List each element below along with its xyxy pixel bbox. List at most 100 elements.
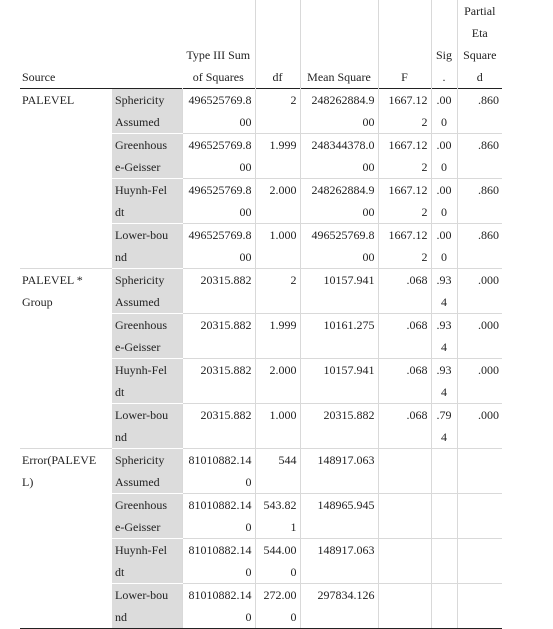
f-value-cell xyxy=(378,561,432,584)
source-label: Error(PALEVE xyxy=(20,448,112,471)
table-row: Lower-bou 81010882.14 272.00 297834.126 xyxy=(20,583,502,606)
anova-table: Source Type III Sum of Squares df Mean S… xyxy=(20,0,502,629)
source-empty xyxy=(20,583,112,606)
correction-label: nd xyxy=(112,246,183,269)
correction-label: Huynh-Fel xyxy=(112,538,183,561)
source-empty xyxy=(20,381,112,404)
partial-eta-squared-cell xyxy=(457,494,502,517)
df-cell: 1.999 xyxy=(255,313,301,336)
correction-label: e-Geisser xyxy=(112,156,183,179)
sig-cell xyxy=(431,448,458,471)
table-body: PALEVEL Sphericity 496525769.8 2 248262884.9… xyxy=(20,88,502,629)
mean-square-cell: 148917.063 xyxy=(300,538,379,561)
header-pes-line2: Eta xyxy=(471,26,488,40)
mean-square-cell: 00 xyxy=(300,201,379,224)
source-empty xyxy=(20,561,112,584)
sig-cell: 0 xyxy=(431,156,458,179)
header-ss-line1: Type III Sum xyxy=(186,48,251,62)
source-label: PALEVEL * xyxy=(20,268,112,291)
partial-eta-squared-cell xyxy=(457,381,502,404)
correction-label: e-Geisser xyxy=(112,516,183,539)
partial-eta-squared-cell: .000 xyxy=(478,408,499,422)
source-empty xyxy=(20,223,112,246)
correction-label: nd xyxy=(112,606,183,629)
correction-label: e-Geisser xyxy=(112,336,183,359)
df-cell xyxy=(255,201,301,224)
mean-square-cell: 20315.882 xyxy=(300,403,379,426)
partial-eta-squared-cell xyxy=(457,561,502,584)
source-empty xyxy=(20,493,112,516)
f-value-cell: .068 xyxy=(378,403,432,426)
sum-of-squares-cell: 00 xyxy=(182,246,256,269)
table-row: PALEVEL Sphericity 496525769.8 2 248262884.9… xyxy=(20,88,502,111)
f-value-cell xyxy=(378,538,432,561)
partial-eta-squared-cell xyxy=(457,291,502,314)
correction-label: Sphericity xyxy=(112,448,183,471)
mean-square-cell: 496525769.8 xyxy=(300,223,379,246)
df-cell xyxy=(255,426,301,449)
sum-of-squares-cell: 0 xyxy=(182,561,256,584)
sig-cell: .00 xyxy=(431,178,458,201)
df-cell: 543.82 xyxy=(255,493,301,516)
partial-eta-squared-cell xyxy=(457,246,502,269)
table-row: dt 00 00 2 0 xyxy=(20,201,502,224)
sum-of-squares-cell: 0 xyxy=(182,471,256,494)
f-value-cell xyxy=(378,291,432,314)
source-empty xyxy=(20,358,112,381)
header-sum-of-squares: Type III Sum of Squares xyxy=(182,0,256,89)
header-ss-line2: of Squares xyxy=(192,70,244,84)
df-cell xyxy=(255,336,301,359)
partial-eta-squared-cell xyxy=(457,156,502,179)
df-cell: 272.00 xyxy=(255,583,301,606)
f-value-cell xyxy=(378,493,432,516)
header-f: F xyxy=(378,0,432,89)
mean-square-cell: 248262884.9 xyxy=(300,178,379,201)
correction-label: Assumed xyxy=(112,291,183,314)
table-row: Greenhous 496525769.8 1.999 248344378.0 1667… xyxy=(20,133,502,156)
mean-square-cell: 10161.275 xyxy=(300,313,379,336)
f-value-cell: .068 xyxy=(378,313,432,336)
partial-eta-squared-cell xyxy=(457,449,502,472)
table-row: e-Geisser 0 1 xyxy=(20,516,502,539)
sig-cell: .00 xyxy=(431,88,458,111)
df-cell: 1.000 xyxy=(255,403,301,426)
correction-label: Assumed xyxy=(112,111,183,134)
table-row: Group Assumed 4 xyxy=(20,291,502,314)
mean-square-cell: 148917.063 xyxy=(300,448,379,471)
table-row: dt 0 0 xyxy=(20,561,502,584)
f-value-cell: 1667.12 xyxy=(378,223,432,246)
correction-label: Greenhous xyxy=(112,133,183,156)
source-empty xyxy=(20,201,112,224)
df-cell: 544 xyxy=(255,448,301,471)
sum-of-squares-cell xyxy=(182,291,256,314)
table-row: nd 00 00 2 0 xyxy=(20,246,502,269)
source-empty xyxy=(20,246,112,269)
df-cell xyxy=(255,291,301,314)
f-value-cell: .068 xyxy=(378,358,432,381)
correction-label: Huynh-Fel xyxy=(112,358,183,381)
source-label-cont: Group xyxy=(20,291,112,314)
df-cell: 2 xyxy=(255,88,301,111)
header-row: Source Type III Sum of Squares df Mean S… xyxy=(20,0,502,89)
sig-cell: 4 xyxy=(431,426,458,449)
table-row: L) Assumed 0 xyxy=(20,471,502,494)
df-cell xyxy=(255,111,301,134)
f-value-cell xyxy=(378,448,432,471)
table-row: Assumed 00 00 2 0 xyxy=(20,111,502,134)
df-cell: 2.000 xyxy=(255,358,301,381)
correction-label: dt xyxy=(112,561,183,584)
sig-cell xyxy=(431,471,458,494)
sum-of-squares-cell: 496525769.8 xyxy=(182,133,256,156)
header-sig: Sig . xyxy=(431,0,458,89)
header-pes-line4: d xyxy=(476,70,483,84)
sum-of-squares-cell: 20315.882 xyxy=(182,313,256,336)
correction-label: Greenhous xyxy=(112,313,183,336)
df-cell: 1.999 xyxy=(255,133,301,156)
sig-cell: 4 xyxy=(431,291,458,314)
sig-cell xyxy=(431,538,458,561)
table-row: PALEVEL * Sphericity 20315.882 2 10157.941.0… xyxy=(20,268,502,291)
mean-square-cell xyxy=(300,291,379,314)
source-label-cont xyxy=(20,111,112,134)
source-empty xyxy=(20,606,112,629)
f-value-cell: 2 xyxy=(378,246,432,269)
